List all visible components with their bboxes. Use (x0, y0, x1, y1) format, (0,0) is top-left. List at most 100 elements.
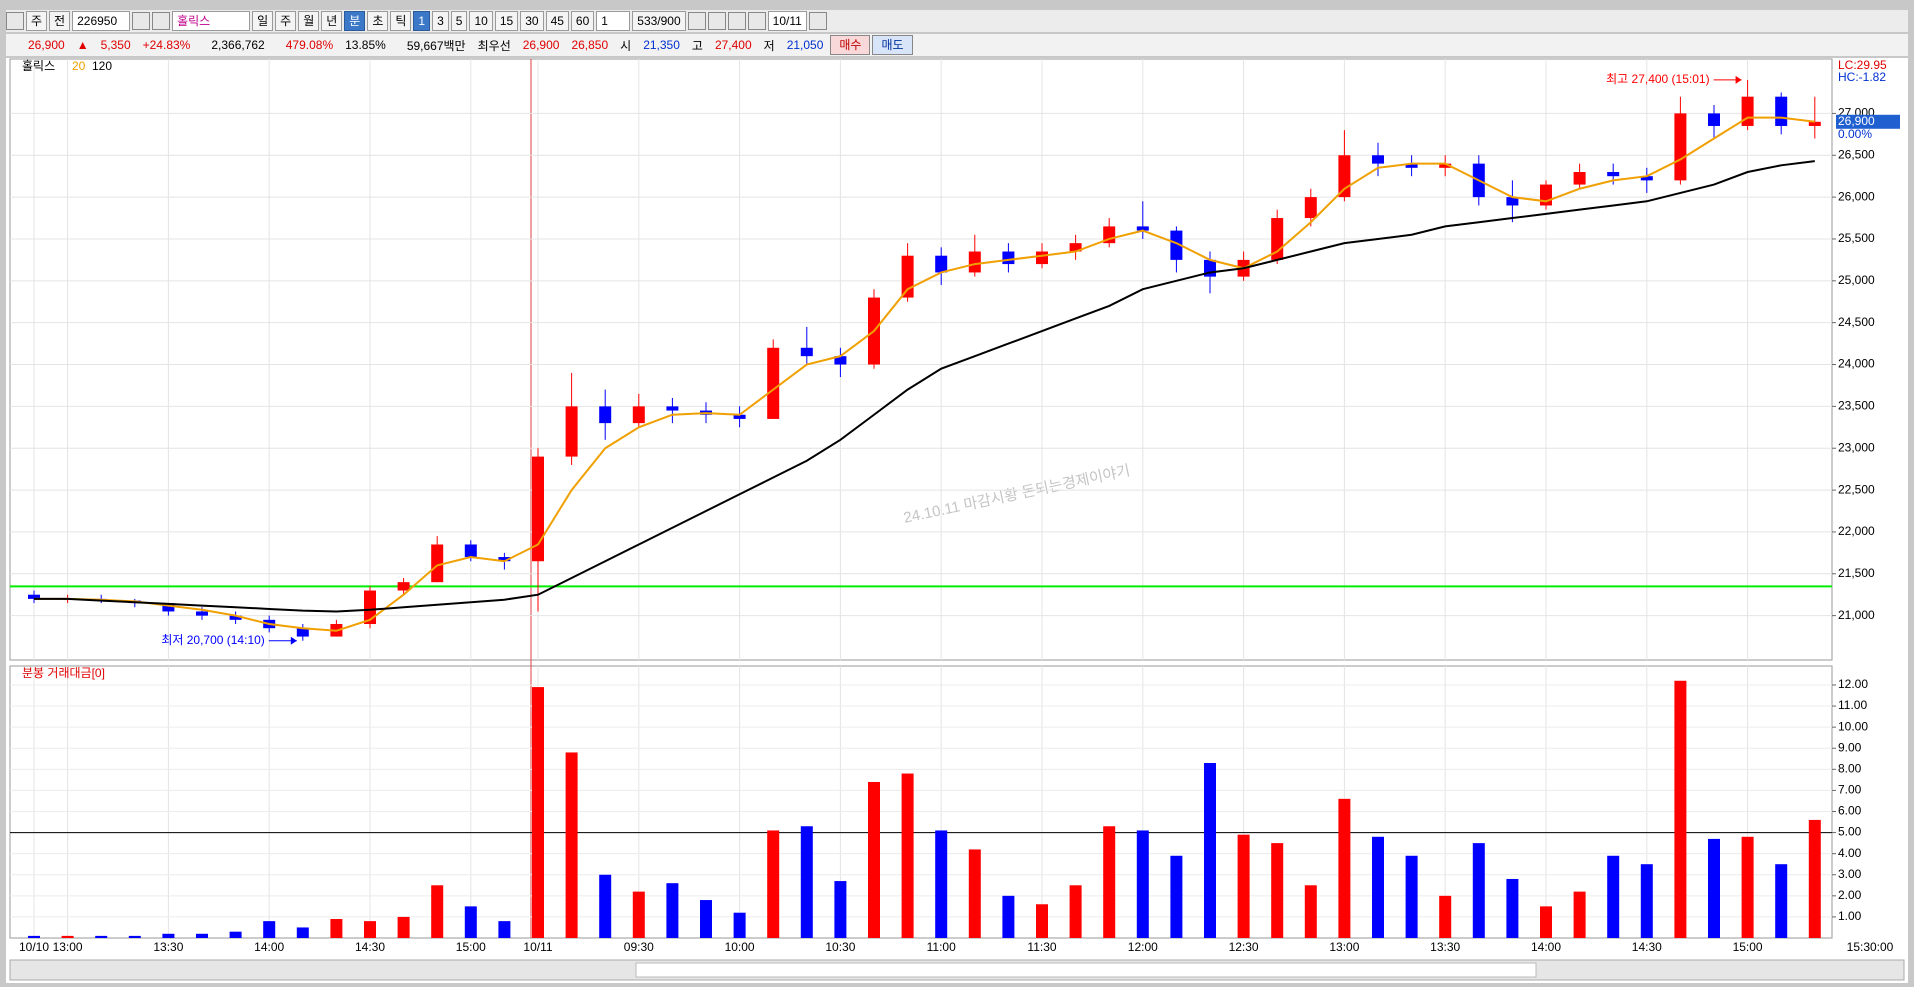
best-ask: 26,900 (522, 38, 560, 52)
interval-button[interactable]: 3 (432, 11, 449, 31)
volume-bar (162, 933, 175, 938)
last-price-label: 26,900 (1838, 114, 1875, 128)
candle-body (935, 255, 948, 273)
volume-bar (1439, 895, 1452, 938)
save-icon[interactable] (727, 12, 746, 30)
candle-body (632, 406, 645, 424)
y-tick-label: 26,000 (1838, 189, 1875, 203)
x-tick-label: 10:00 (725, 940, 755, 954)
volume-bar (733, 912, 746, 938)
candle-body (1775, 96, 1788, 126)
volume-bar (1271, 843, 1284, 938)
period-tick[interactable]: 틱 (390, 11, 412, 31)
interval-button[interactable]: 1 (413, 11, 431, 31)
volume-bar (1808, 819, 1821, 938)
volume-bar (61, 935, 74, 938)
code-input[interactable]: 226950 (72, 11, 131, 31)
arrow: ▲ (76, 38, 89, 52)
volume-bar (767, 830, 780, 938)
sell-button[interactable]: 매도 (872, 35, 913, 55)
y-tick-label: 2.00 (1838, 888, 1862, 902)
period-week[interactable]: 주 (275, 11, 297, 31)
y-tick-label: 6.00 (1838, 804, 1862, 818)
scroll-thumb[interactable] (635, 962, 1537, 978)
period-second[interactable]: 초 (367, 11, 389, 31)
sound-icon[interactable] (152, 12, 171, 30)
y-tick-label: 9.00 (1838, 740, 1862, 754)
candle-body (1170, 230, 1183, 260)
period-month[interactable]: 월 (298, 11, 320, 31)
settings-icon[interactable] (747, 12, 766, 30)
volume-bar (1372, 836, 1384, 938)
x-tick-label: 13:30 (1430, 940, 1460, 954)
calendar-icon[interactable] (808, 12, 827, 30)
candle-body (296, 628, 309, 637)
y-tick-label: 3.00 (1838, 867, 1862, 881)
interval-button[interactable]: 10 (469, 11, 493, 31)
stock-name[interactable]: 홀릭스 (172, 11, 251, 31)
search-icon[interactable] (132, 12, 151, 30)
volume-bar (498, 921, 511, 938)
period-year[interactable]: 년 (321, 11, 343, 31)
x-tick-label: 12:30 (1229, 940, 1259, 954)
open: 21,350 (643, 38, 680, 52)
volume-bar (599, 874, 612, 938)
volume-bar (868, 781, 880, 938)
chart: 24.10.11 마감시황 돈되는경제이야기 10/10 13:00 13:30 14… (6, 58, 1908, 983)
y-tick-label: 5.00 (1838, 825, 1862, 839)
date-input[interactable]: 10/11 (767, 11, 807, 31)
volume-bar (1304, 885, 1317, 938)
annotation: 최저 20,700 (14:10) (161, 633, 264, 647)
volume-bar (968, 849, 981, 938)
amount: 59,667백만 (406, 38, 466, 53)
chart-background (6, 58, 1908, 983)
y-tick-label: 25,500 (1838, 231, 1875, 245)
candle-body (1036, 251, 1048, 265)
candle-body (599, 406, 612, 424)
x-tick-label: 14:00 (1531, 940, 1561, 954)
pane-title: 분봉 거래대금[0] (22, 666, 105, 680)
interval-button[interactable]: 5 (450, 11, 468, 31)
icon[interactable] (6, 12, 24, 30)
interval-input[interactable]: 1 (596, 11, 631, 31)
y-tick-label: 26,500 (1838, 147, 1875, 161)
candle-body (1439, 163, 1452, 168)
y-tick-label: 1.00 (1838, 909, 1862, 923)
volume-bar (700, 900, 712, 938)
volume-bar (128, 935, 141, 938)
x-axis-end-label: 15:30:00 (1847, 940, 1894, 954)
interval-button[interactable]: 60 (570, 11, 595, 31)
period-day[interactable]: 일 (252, 11, 274, 31)
volume-bar (95, 935, 108, 938)
low-label: 저 (763, 38, 775, 53)
volume-bar (397, 916, 410, 938)
y-tick-label: 11.00 (1838, 698, 1867, 712)
candle-body (532, 456, 544, 562)
volume-bar (1640, 864, 1653, 938)
tool-icon[interactable] (687, 12, 706, 30)
interval-button[interactable]: 45 (545, 11, 569, 31)
y-tick-label: 23,000 (1838, 440, 1875, 454)
candle-body (1607, 172, 1620, 177)
candle-body (464, 544, 477, 558)
volume-bar (565, 752, 578, 938)
price-pane (9, 58, 1833, 661)
x-tick-label: 14:30 (1632, 940, 1662, 954)
period-minute[interactable]: 분 (344, 11, 366, 31)
candle-body (498, 557, 511, 562)
toolbar: 주 전 226950 홀릭스 일 주 월 년 분 초 틱 1 3 5 10 15… (6, 10, 1908, 32)
candle-body (1708, 113, 1720, 126)
tool-icon[interactable] (707, 12, 726, 30)
x-tick-label: 14:30 (355, 940, 385, 954)
candle-body (733, 414, 746, 419)
volume-bar (834, 881, 847, 938)
candle-body (1674, 113, 1687, 181)
interval-button[interactable]: 30 (520, 11, 544, 31)
market-select[interactable]: 주 (26, 11, 48, 31)
moving-average (34, 116, 1815, 632)
all-button[interactable]: 전 (49, 11, 71, 31)
interval-button[interactable]: 15 (494, 11, 519, 31)
buy-button[interactable]: 매수 (830, 35, 871, 55)
candle-body (196, 611, 208, 616)
